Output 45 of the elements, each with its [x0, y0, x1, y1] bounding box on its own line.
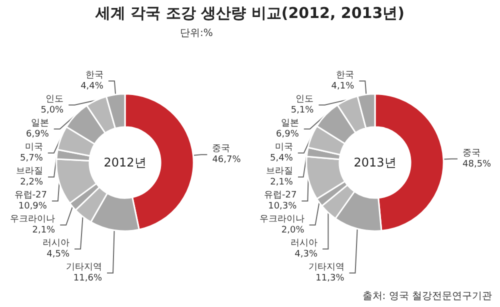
slice-label: 유럽-27 [264, 190, 297, 200]
data-label: 6,9% [276, 130, 300, 140]
slice-label: 러시아 [42, 238, 70, 248]
chart-title: 세계 각국 조강 생산량 비교(2012, 2013년) [94, 4, 406, 23]
data-label: 11,6% [73, 274, 102, 284]
data-label: 10,3% [268, 202, 298, 212]
slice-label: 일본 [280, 118, 299, 128]
data-label: 2,2% [20, 178, 44, 188]
slice-label: 유럽-27 [14, 190, 47, 200]
slice-label: 기타지역 [308, 262, 344, 272]
data-label: 2,1% [32, 226, 56, 236]
data-label: 4,4% [80, 82, 104, 92]
slice-label: 미국 [24, 142, 43, 152]
chart-subtitle: 단위:% [180, 27, 213, 40]
slice-label: 브라질 [266, 166, 293, 176]
data-label: 5,7% [20, 154, 44, 164]
slice-label: 한국 [85, 70, 104, 80]
data-label: 46,7% [212, 155, 242, 166]
data-label: 5,1% [290, 106, 314, 116]
slice-label: 러시아 [290, 238, 318, 248]
slice-label: 중국 [212, 144, 230, 154]
slice-label: 한국 [336, 70, 354, 80]
slice-label: 중국 [462, 148, 481, 158]
data-label: 5,0% [40, 106, 64, 116]
data-label: 4,5% [46, 250, 70, 260]
slice-label: 일본 [30, 118, 49, 128]
slice-label: 우크라이나 [10, 214, 56, 224]
data-label: 48,5% [462, 159, 492, 170]
data-label: 11,3% [316, 274, 345, 284]
text: 2012년 [104, 156, 146, 170]
source-note: 출처: 영국 철강전문연구기관 [362, 290, 492, 303]
slice-label: 우크라이나 [259, 214, 304, 224]
data-label: 10,9% [18, 202, 48, 212]
data-label: 2,1% [270, 178, 294, 188]
slice-label: 미국 [274, 142, 293, 152]
data-label: 4,1% [331, 82, 355, 92]
text: 2013년 [354, 156, 396, 170]
data-label: 5,4% [270, 154, 294, 164]
data-label: 6,9% [26, 130, 50, 140]
slice-label: 인도 [46, 94, 64, 104]
slice-label: 인도 [296, 94, 314, 104]
data-label: 4,3% [294, 250, 318, 260]
slice-label: 브라질 [16, 166, 44, 176]
slice-label: 기타지역 [66, 262, 102, 272]
data-label: 2,0% [281, 226, 305, 236]
